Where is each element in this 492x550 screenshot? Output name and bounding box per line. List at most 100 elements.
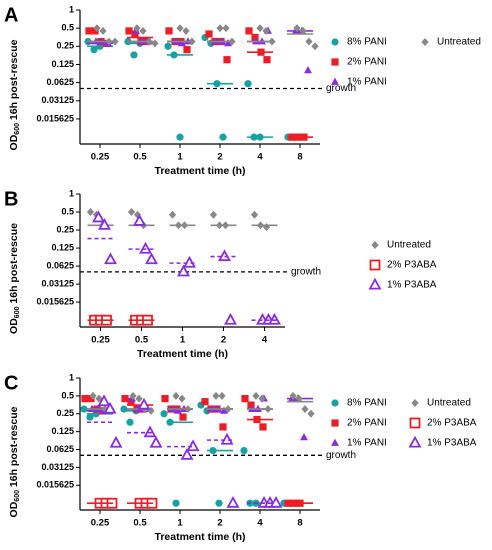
marker	[97, 394, 111, 407]
marker	[259, 423, 267, 431]
y-label-rest: 16h post-rescue	[8, 406, 20, 490]
y-tick-label: 0.015625	[36, 480, 74, 490]
marker	[222, 24, 230, 33]
y-tick-label: 0.5	[61, 206, 74, 216]
marker	[409, 417, 421, 429]
marker	[421, 38, 429, 46]
marker	[219, 133, 227, 141]
marker	[133, 214, 146, 226]
threshold-label: growth	[326, 83, 356, 94]
x-tick-label: 1	[177, 518, 183, 529]
marker	[269, 495, 283, 508]
marker	[311, 42, 319, 51]
x-tick-label: 8	[297, 518, 302, 529]
marker	[151, 39, 159, 48]
legend-label: 1% PANI	[347, 438, 387, 449]
marker	[137, 397, 151, 410]
marker	[262, 26, 270, 35]
y-axis-label: OD600 16h post-rescue	[8, 39, 22, 150]
marker	[168, 210, 177, 219]
y-axis-label: OD600 16h post-rescue	[8, 406, 22, 517]
legend-label: 8% PANI	[347, 37, 387, 48]
marker	[223, 56, 231, 64]
x-tick-label: 4	[262, 335, 268, 346]
x-axis-label: Treatment time (h)	[154, 531, 245, 543]
x-tick-label: 8	[297, 152, 302, 163]
y-label-main: OD	[8, 501, 20, 517]
y-tick-label: 0.5	[61, 23, 74, 33]
marker	[293, 24, 301, 33]
marker	[331, 38, 339, 46]
marker	[133, 24, 141, 33]
x-tick-label: 1	[180, 335, 186, 346]
marker	[80, 405, 88, 413]
marker	[93, 24, 101, 33]
marker	[85, 27, 93, 35]
legend-label: Untreated	[427, 398, 471, 409]
y-tick-label: 0.03125	[41, 278, 74, 288]
x-axis-label: Treatment time (h)	[154, 165, 245, 177]
marker	[331, 58, 339, 66]
marker	[183, 46, 191, 54]
marker	[216, 24, 224, 33]
marker	[149, 435, 163, 448]
marker	[301, 405, 309, 414]
marker	[205, 30, 213, 38]
marker	[331, 399, 339, 407]
marker	[250, 210, 259, 219]
marker	[172, 499, 180, 507]
marker	[178, 394, 186, 403]
y-label-rest: 16h post-rescue	[8, 39, 20, 123]
y-tick-label: 0.125	[51, 59, 74, 69]
y-tick-label: 1	[69, 188, 74, 198]
legend-label: 1% P3ABA	[387, 280, 437, 291]
marker	[218, 391, 226, 400]
x-axis-label: Treatment time (h)	[137, 348, 228, 360]
y-label-sub: 600	[14, 490, 21, 502]
marker	[91, 27, 99, 35]
y-tick-label: 0.0625	[46, 77, 74, 87]
marker	[209, 210, 218, 219]
marker	[262, 223, 271, 232]
marker	[331, 419, 339, 427]
y-tick-label: 0.25	[56, 224, 74, 234]
marker	[295, 394, 303, 403]
x-tick-label: 0.5	[133, 518, 147, 529]
marker	[177, 264, 190, 277]
marker	[131, 30, 139, 38]
marker	[371, 241, 379, 249]
x-tick-label: 2	[217, 518, 222, 529]
marker	[164, 42, 172, 50]
marker	[176, 133, 184, 141]
marker	[252, 391, 260, 400]
marker	[86, 413, 94, 421]
y-label-main: OD	[8, 134, 20, 150]
marker	[241, 395, 249, 403]
marker	[182, 26, 190, 35]
marker	[104, 252, 117, 265]
marker	[258, 394, 266, 403]
marker	[251, 33, 259, 42]
y-tick-label: 0.015625	[36, 296, 74, 306]
marker	[87, 395, 95, 403]
marker	[212, 391, 220, 400]
marker	[121, 395, 129, 403]
legend-label: 2% P3ABA	[387, 260, 437, 271]
y-tick-label: 0.125	[51, 242, 74, 252]
marker	[130, 51, 138, 59]
legend-label: Untreated	[387, 240, 431, 251]
marker	[147, 406, 155, 415]
threshold-label: growth	[326, 450, 356, 461]
marker	[172, 391, 180, 400]
marker	[263, 56, 271, 64]
marker	[90, 46, 98, 54]
marker	[174, 406, 182, 414]
panel-label: B	[4, 188, 18, 210]
marker	[129, 391, 137, 400]
marker	[183, 255, 196, 268]
y-tick-label: 1	[69, 4, 74, 14]
marker	[81, 395, 89, 403]
marker	[120, 405, 128, 413]
y-label-main: OD	[8, 318, 20, 334]
y-tick-label: 0.0625	[46, 260, 74, 270]
